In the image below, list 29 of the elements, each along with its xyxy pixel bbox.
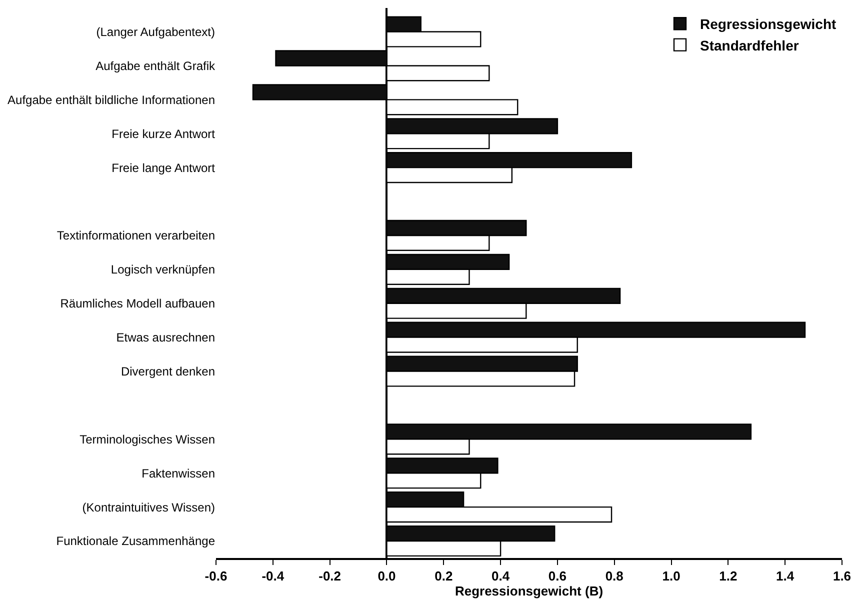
x-tick-label: 0.0 [378, 568, 396, 584]
y-tick-label: (Langer Aufgabentext) [96, 24, 215, 39]
y-tick-label: Etwas ausrechnen [116, 330, 215, 345]
y-tick-label: (Kontraintuitives Wissen) [82, 500, 215, 514]
y-tick-label: Aufgabe enthält Grafik [96, 58, 216, 73]
x-tick-label: 1.2 [719, 568, 738, 584]
y-tick-label: Freie lange Antwort [112, 160, 216, 175]
y-tick-label: Terminologisches Wissen [80, 432, 215, 446]
y-tick-label: Räumliches Modell aufbauen [60, 296, 215, 311]
y-tick-label: Divergent denken [120, 364, 215, 378]
x-tick-label: 1.4 [776, 568, 795, 584]
x-tick-label: 0.4 [492, 568, 510, 584]
x-tick-label: -0.6 [204, 568, 228, 584]
legend-label: Regressionsgewicht [700, 16, 836, 32]
x-tick-label: -0.2 [318, 568, 342, 584]
y-tick-label: Aufgabe enthält bildliche Informationen [8, 92, 215, 107]
y-tick-label: Freie kurze Antwort [112, 126, 216, 141]
legend-label: Standardfehler [700, 37, 800, 54]
x-tick-label: 0.2 [434, 568, 453, 584]
y-tick-label: Funktionale Zusammenhänge [56, 534, 216, 548]
x-tick-label: 1.6 [832, 568, 852, 584]
y-tick-label: Faktenwissen [142, 466, 215, 480]
x-axis-title: Regressionsgewicht (B) [454, 583, 604, 598]
x-tick-label: 1.0 [662, 568, 680, 584]
x-tick-label: 0.6 [548, 568, 566, 584]
y-tick-label: Logisch verknüpfen [110, 262, 215, 277]
x-tick-label: -0.4 [262, 568, 285, 584]
y-tick-label: Textinformationen verarbeiten [56, 228, 215, 243]
x-tick-label: 0.8 [605, 568, 624, 584]
